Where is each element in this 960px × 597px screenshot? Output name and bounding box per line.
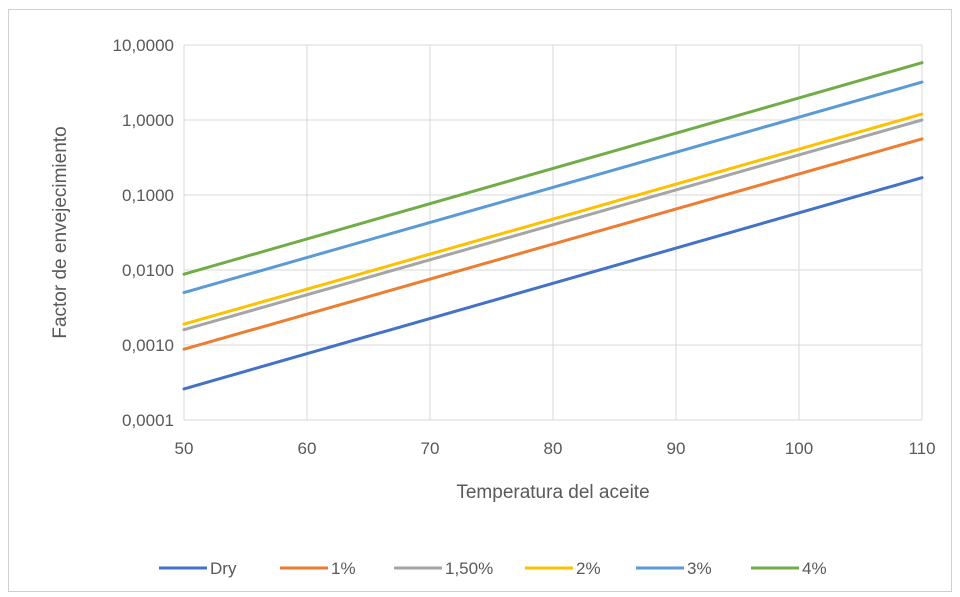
legend-label: 1% bbox=[331, 559, 356, 578]
legend-item: 3% bbox=[636, 559, 712, 578]
series-line bbox=[182, 118, 924, 332]
legend-label: Dry bbox=[210, 559, 237, 578]
series-line bbox=[182, 80, 924, 295]
legend-label: 4% bbox=[802, 559, 827, 578]
y-tick-label: 0,0100 bbox=[122, 261, 174, 280]
series-lines bbox=[182, 61, 924, 391]
y-tick-label: 1,0000 bbox=[122, 111, 174, 130]
legend: Dry 1% 1,50% 2% 3% 4% bbox=[159, 559, 827, 578]
line-chart: 0,0001 0,0010 0,0100 0,1000 1,0000 10,0000 50… bbox=[50, 36, 936, 578]
series-line bbox=[182, 112, 924, 326]
x-tick-label: 90 bbox=[667, 439, 686, 458]
legend-item: 2% bbox=[525, 559, 601, 578]
legend-label: 1,50% bbox=[445, 559, 493, 578]
y-tick-label: 0,1000 bbox=[122, 186, 174, 205]
series-line bbox=[182, 61, 924, 276]
x-tick-label: 70 bbox=[421, 439, 440, 458]
x-axis-ticks: 50 60 70 80 90 100 110 bbox=[175, 439, 936, 458]
series-line bbox=[182, 137, 924, 351]
x-tick-label: 110 bbox=[908, 439, 935, 458]
series-line bbox=[182, 176, 924, 391]
y-tick-label: 0,0010 bbox=[122, 336, 174, 355]
legend-label: 3% bbox=[687, 559, 712, 578]
x-tick-label: 80 bbox=[544, 439, 563, 458]
legend-item: 1,50% bbox=[394, 559, 493, 578]
x-axis-title: Temperatura del aceite bbox=[456, 482, 649, 503]
legend-item: 1% bbox=[280, 559, 356, 578]
y-tick-label: 0,0001 bbox=[122, 411, 174, 430]
x-tick-label: 50 bbox=[175, 439, 194, 458]
chart-frame: 0,0001 0,0010 0,0100 0,1000 1,0000 10,0000 50… bbox=[8, 9, 952, 592]
legend-item: 4% bbox=[751, 559, 827, 578]
x-tick-label: 60 bbox=[298, 439, 317, 458]
legend-label: 2% bbox=[576, 559, 601, 578]
y-axis-ticks: 0,0001 0,0010 0,0100 0,1000 1,0000 10,0000 bbox=[113, 36, 174, 430]
y-axis-title: Factor de envejecimiento bbox=[50, 126, 71, 338]
y-tick-label: 10,0000 bbox=[113, 36, 174, 55]
legend-item: Dry bbox=[159, 559, 237, 578]
x-tick-label: 100 bbox=[785, 439, 813, 458]
gridlines bbox=[183, 44, 923, 421]
